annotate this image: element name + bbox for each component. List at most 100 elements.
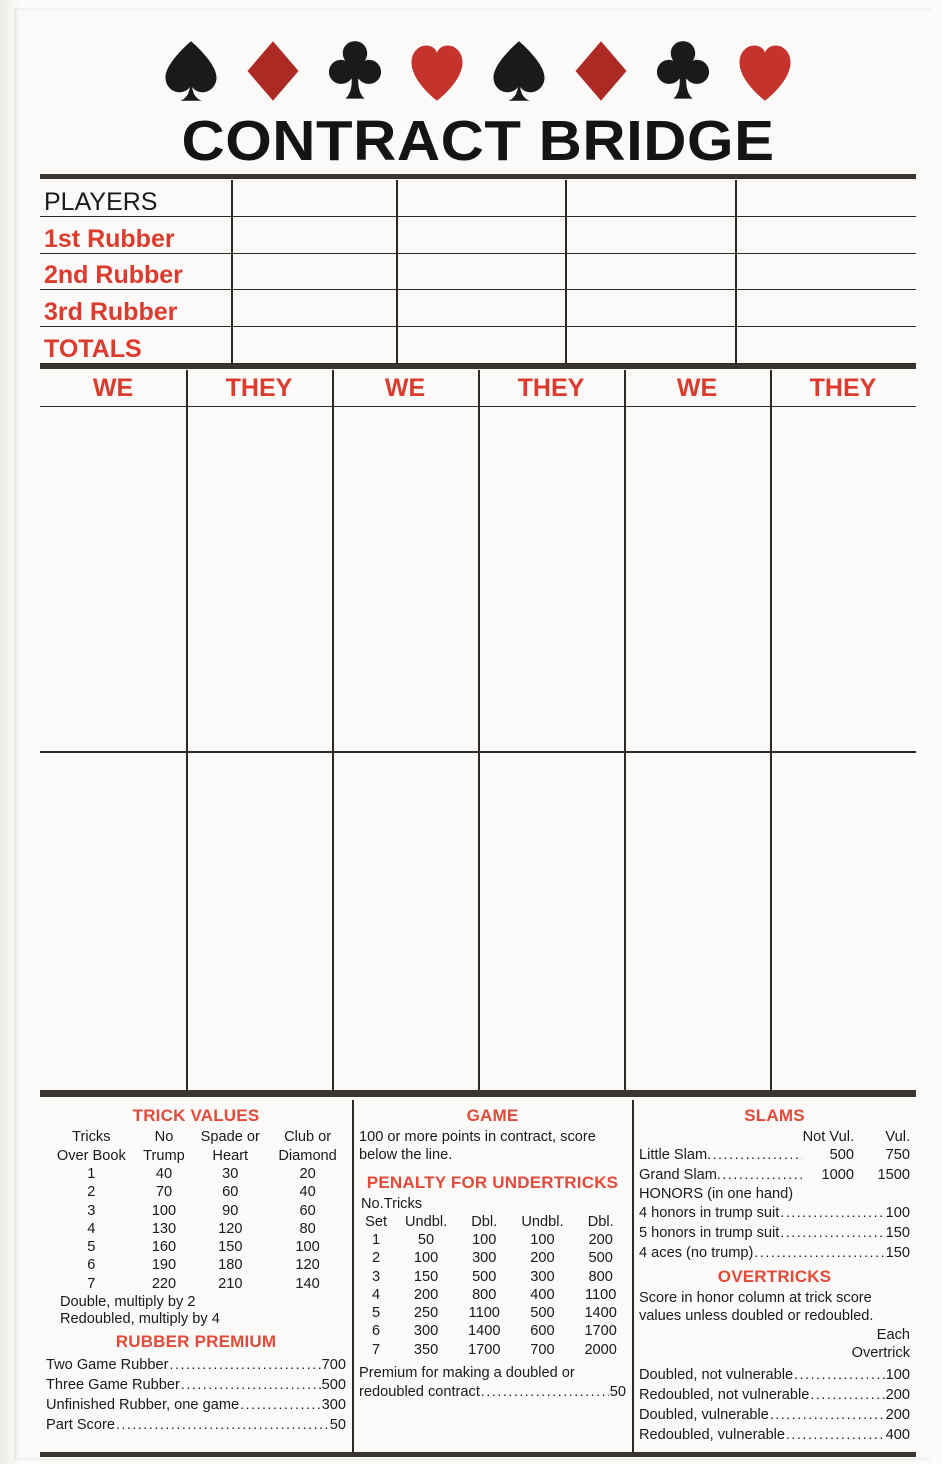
penalty-row: 3 150 500 300 800 xyxy=(359,1268,626,1286)
scoring-column-divider xyxy=(186,407,188,1091)
score-header-divider xyxy=(332,370,334,406)
rubber-premium-row: Two Game Rubber.........................… xyxy=(46,1355,346,1375)
players-row: TOTALS xyxy=(40,327,916,364)
card-bottom-rule xyxy=(40,1452,916,1457)
players-entry-cell[interactable] xyxy=(565,217,735,254)
players-entry-cell[interactable] xyxy=(231,290,396,327)
penalty-cell: 4 xyxy=(372,1286,381,1303)
players-entry-cell[interactable] xyxy=(396,254,565,291)
trick-values-row: 2 70 60 40 xyxy=(46,1184,346,1202)
scoring-cell-above-line[interactable] xyxy=(186,407,332,751)
trick-values-cell: 60 xyxy=(299,1202,316,1219)
trick-values-cell: 180 xyxy=(218,1257,243,1274)
honors-value: 150 xyxy=(885,1245,910,1262)
players-row: 1st Rubber xyxy=(40,217,916,254)
leader-dots: ........................................… xyxy=(780,1204,885,1221)
leader-dots: ........................................… xyxy=(780,1224,885,1241)
players-column-divider xyxy=(231,180,233,364)
penalty-cell: 1400 xyxy=(584,1305,617,1322)
overtricks-value: 400 xyxy=(885,1427,910,1444)
overtricks-text: Score in honor column at trick score val… xyxy=(639,1290,874,1324)
penalty-header-cell: Dbl. xyxy=(587,1213,614,1230)
trick-values-header-cell: Diamond xyxy=(278,1147,337,1164)
heart-icon xyxy=(401,37,473,110)
scoring-column-divider xyxy=(624,407,626,1091)
honors-value: 100 xyxy=(885,1205,910,1222)
players-entry-cell[interactable] xyxy=(735,290,916,327)
reference-column-middle: GAME 100 or more points in contract, sco… xyxy=(353,1100,632,1452)
players-entry-cell[interactable] xyxy=(565,180,735,217)
players-row: 2nd Rubber xyxy=(40,254,916,291)
trick-values-header-cell: Over Book xyxy=(56,1147,126,1164)
penalty-cell: 600 xyxy=(530,1323,555,1340)
scorepad-card: CONTRACT BRIDGE PLAYERS 1st Rubber 2nd Rub… xyxy=(14,8,932,1460)
players-entry-cell[interactable] xyxy=(565,290,735,327)
penalty-header-cell: Set xyxy=(365,1213,388,1230)
scoring-cell-above-line[interactable] xyxy=(40,407,186,751)
slams-col-headers: Not Vul. Vul. xyxy=(639,1129,910,1145)
players-entry-cell[interactable] xyxy=(231,180,396,217)
scoring-cell-below-line[interactable] xyxy=(624,753,770,1091)
honors-rows: 4 honors in trump suit..................… xyxy=(639,1203,910,1263)
overtricks-row: Redoubled, not vulnerable...............… xyxy=(639,1385,910,1405)
players-entry-cell[interactable] xyxy=(231,217,396,254)
penalty-premium-value: 50 xyxy=(609,1384,626,1401)
trick-values-header-cell: Heart xyxy=(212,1147,249,1164)
leader-dots: ........................................… xyxy=(115,1416,329,1433)
scoring-cell-below-line[interactable] xyxy=(770,753,916,1091)
rubber-premium-label: Part Score xyxy=(46,1417,115,1434)
reference-panel: TRICK VALUES Tricks No Spade or Club or Over… xyxy=(40,1100,916,1452)
penalty-row: 7 350 1700 700 2000 xyxy=(359,1341,626,1359)
penalty-cell: 150 xyxy=(413,1268,439,1285)
slam-vul-value: 750 xyxy=(885,1147,910,1163)
players-row: 3rd Rubber xyxy=(40,290,916,328)
trick-values-cell: 30 xyxy=(222,1165,239,1182)
scoring-cell-above-line[interactable] xyxy=(770,407,916,751)
players-entry-cell[interactable] xyxy=(735,180,916,217)
players-row-label: TOTALS xyxy=(44,334,142,363)
players-bottom-rule xyxy=(40,364,916,369)
slams-header-not-vul: Not Vul. xyxy=(802,1129,854,1145)
scoring-cell-below-line[interactable] xyxy=(332,753,478,1091)
trick-values-notes: Double, multiply by 2 Redoubled, multiply… xyxy=(46,1294,346,1330)
scoring-cell-below-line[interactable] xyxy=(40,753,186,1091)
players-entry-cell[interactable] xyxy=(735,254,916,291)
scoring-cell-above-line[interactable] xyxy=(478,407,624,751)
score-header-divider xyxy=(770,370,772,406)
players-entry-cell[interactable] xyxy=(396,327,565,364)
trick-values-cell: 4 xyxy=(87,1220,96,1237)
scoring-cell-below-line[interactable] xyxy=(478,753,624,1091)
players-entry-cell[interactable] xyxy=(735,217,916,254)
game-title: GAME xyxy=(466,1106,519,1125)
penalty-cell: 200 xyxy=(530,1250,555,1267)
players-column-divider xyxy=(565,180,567,364)
honors-value: 150 xyxy=(885,1225,910,1242)
header-divider-rule xyxy=(40,174,916,179)
rubber-premium-label: Two Game Rubber xyxy=(46,1357,169,1374)
penalty-row: 2 100 300 200 500 xyxy=(359,1250,626,1268)
scoring-cell-below-line[interactable] xyxy=(186,753,332,1091)
score-column-headers: WE THEY WE THEY WE THEY xyxy=(40,370,916,406)
players-entry-cell[interactable] xyxy=(396,180,565,217)
trick-values-cell: 130 xyxy=(151,1220,177,1237)
players-entry-cell[interactable] xyxy=(396,290,565,327)
penalty-cell: 300 xyxy=(530,1268,555,1285)
scoring-cell-above-line[interactable] xyxy=(332,407,478,751)
slams-title: SLAMS xyxy=(744,1106,805,1125)
players-entry-cell[interactable] xyxy=(565,254,735,291)
penalty-cell: 800 xyxy=(588,1268,613,1285)
players-entry-cell[interactable] xyxy=(735,327,916,364)
honors-row: 5 honors in trump suit..................… xyxy=(639,1223,910,1243)
trick-values-header-cell: Spade or xyxy=(200,1129,260,1146)
players-entry-cell[interactable] xyxy=(396,217,565,254)
players-entry-cell[interactable] xyxy=(231,327,396,364)
penalty-subhead: No.Tricks xyxy=(361,1195,423,1212)
trick-values-cell: 20 xyxy=(299,1165,316,1182)
players-entry-cell[interactable] xyxy=(231,254,396,291)
players-entry-cell[interactable] xyxy=(565,327,735,364)
trick-values-cell: 3 xyxy=(87,1202,96,1219)
score-column-header-we-2: WE xyxy=(384,373,426,402)
leader-dots: ........................................… xyxy=(786,1426,885,1443)
scoring-cell-above-line[interactable] xyxy=(624,407,770,751)
trick-values-note: Double, multiply by 2 xyxy=(60,1293,196,1310)
